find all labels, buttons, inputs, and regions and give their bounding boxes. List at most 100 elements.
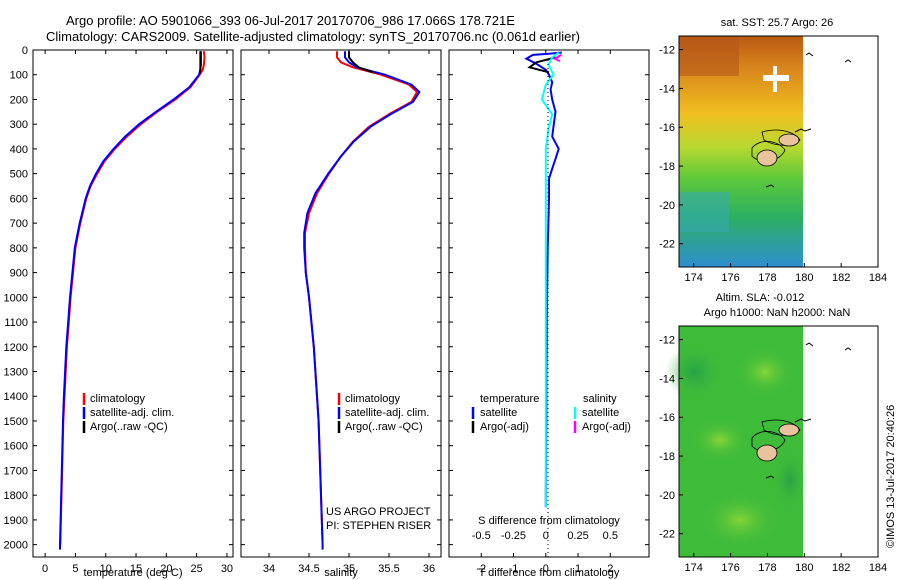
x-tick-label: 36	[423, 563, 435, 575]
legend-argo-s-label: Argo(-adj)	[582, 421, 631, 433]
map-axes: 174 176 178 180 182 184 -12 -14 -16 -18 -20 -22	[659, 45, 887, 284]
difference-profile: -2 -1 0 1 2T difference from climatology -0.5…	[449, 49, 649, 579]
y-tick-label: 700	[10, 218, 28, 230]
x2-tick-label: -0.25	[501, 530, 526, 542]
x-axis-label: temperature (deg C)	[83, 567, 182, 579]
figure-title-line2: Climatology: CARS2009. Satellite-adjuste…	[46, 29, 581, 44]
salinity-profile: 34 34.5 35 35.5 36 salinity	[241, 49, 441, 579]
sla-map-title: Altim. SLA: -0.012	[716, 292, 805, 304]
x-tick-label: 30	[221, 563, 233, 575]
map-x-tick-label: 180	[795, 562, 813, 574]
x-tick-label: -1	[509, 563, 519, 575]
fiji-island-shape	[756, 444, 778, 462]
x-tick-label: 35.5	[378, 563, 399, 575]
sst-warm-patch	[679, 36, 739, 76]
x-tick-label: 15	[130, 563, 142, 575]
sla-high-patch	[690, 418, 750, 462]
map-x-tick-label: 182	[832, 562, 850, 574]
legend-argo-t-label: Argo(-adj)	[480, 421, 529, 433]
map-x-tick-label: 174	[685, 272, 703, 284]
y-tick-label: 800	[10, 243, 28, 255]
x-axis-label: T difference from climatology	[479, 567, 620, 579]
map-axes: 174 176 178 180 182 184 -12 -14 -16 -18 -20 -22	[659, 335, 887, 574]
sla-coastline	[751, 342, 852, 479]
sla-low-patch	[772, 450, 808, 510]
difference-legend: temperature salinity satellite Argo(-adj…	[471, 393, 631, 433]
x-tick-label: 5	[72, 563, 78, 575]
sst-map	[678, 35, 879, 268]
sla-high-patch	[700, 492, 780, 548]
y-tick-label: 2000	[4, 540, 28, 552]
series-line-climatology	[304, 51, 419, 545]
y-tick-label: 1400	[4, 391, 28, 403]
y-tick-label: 1300	[4, 367, 28, 379]
x2-tick-label: 0	[543, 530, 549, 542]
y-tick-label: 500	[10, 169, 28, 181]
series-line-satellite-adj-clim	[303, 51, 421, 550]
y-tick-label: 1600	[4, 441, 28, 453]
sla-map-frame	[678, 325, 879, 558]
y-tick-label: 1900	[4, 515, 28, 527]
legend-argo-label: Argo(..raw -QC)	[90, 421, 168, 433]
series-line-satellite-s	[540, 51, 560, 508]
map-y-tick-label: -14	[659, 83, 675, 95]
map-x-tick-label: 176	[721, 562, 739, 574]
fiji-island-shape	[778, 133, 800, 147]
map-y-tick-label: -22	[659, 239, 675, 251]
x-tick-label: 0	[42, 563, 48, 575]
map-y-tick-label: -18	[659, 451, 675, 463]
sla-map	[665, 325, 879, 558]
legend-climatology-label: climatology	[90, 393, 146, 405]
legend-climatology-label: climatology	[345, 393, 401, 405]
map-y-tick-label: -20	[659, 200, 675, 212]
temperature-plot-frame	[32, 49, 234, 558]
map-y-tick-label: -16	[659, 122, 675, 134]
legend-satellite-label: satellite-adj. clim.	[345, 407, 429, 419]
legend-satellite-label: satellite-adj. clim.	[90, 407, 174, 419]
map-y-tick-label: -20	[659, 490, 675, 502]
figure-title-line1: Argo profile: AO 5901066_393 06-Jul-2017…	[66, 13, 515, 28]
y-tick-label: 1700	[4, 465, 28, 477]
series-line-satellite-adj-clim	[59, 51, 202, 550]
map-x-tick-label: 176	[721, 272, 739, 284]
x-tick-label: 34	[263, 563, 275, 575]
series-line-argo-adj-s	[552, 54, 562, 63]
x2-tick-label: -0.5	[472, 530, 491, 542]
map-x-tick-label: 178	[758, 562, 776, 574]
y-tick-label: 200	[10, 94, 28, 106]
y-tick-label: 1500	[4, 416, 28, 428]
sla-low-patch	[665, 344, 725, 400]
project-name: US ARGO PROJECT	[326, 506, 431, 518]
x2-tick-label: 0.25	[567, 530, 588, 542]
legend-salinity-header: salinity	[583, 393, 617, 405]
x-tick-label: 10	[100, 563, 112, 575]
imos-watermark: ©IMOS 13-Jul-2017 20:40:26	[885, 405, 897, 548]
y-tick-label: 0	[22, 45, 28, 57]
y-tick-label: 100	[10, 70, 28, 82]
x2-axis-label: S difference from climatology	[478, 515, 620, 527]
map-x-tick-label: 182	[832, 272, 850, 284]
y-tick-label: 300	[10, 119, 28, 131]
sst-missing-data	[763, 75, 789, 81]
project-pi: PI: STEPHEN RISER	[326, 520, 431, 532]
fiji-island-shape	[778, 423, 800, 437]
sst-map-frame	[678, 35, 879, 268]
legend-argo-label: Argo(..raw -QC)	[345, 421, 423, 433]
series-line-argo-adj-t	[527, 56, 556, 74]
y-tick-label: 1100	[4, 317, 28, 329]
sst-cool-patch	[679, 192, 729, 232]
map-y-tick-label: -12	[659, 335, 675, 347]
map-y-tick-label: -18	[659, 161, 675, 173]
difference-plot-frame	[448, 49, 650, 558]
fiji-island-shape	[756, 149, 778, 167]
y-tick-label: 1000	[4, 292, 28, 304]
x-tick-label: -2	[476, 563, 486, 575]
x-tick-label: 2	[607, 563, 613, 575]
y-tick-label: 1800	[4, 490, 28, 502]
legend-satellite-t-label: satellite	[480, 407, 517, 419]
x-tick-label: 1	[575, 563, 581, 575]
x-tick-label: 35	[343, 563, 355, 575]
y-tick-label: 1200	[4, 342, 28, 354]
map-x-tick-label: 184	[869, 272, 887, 284]
